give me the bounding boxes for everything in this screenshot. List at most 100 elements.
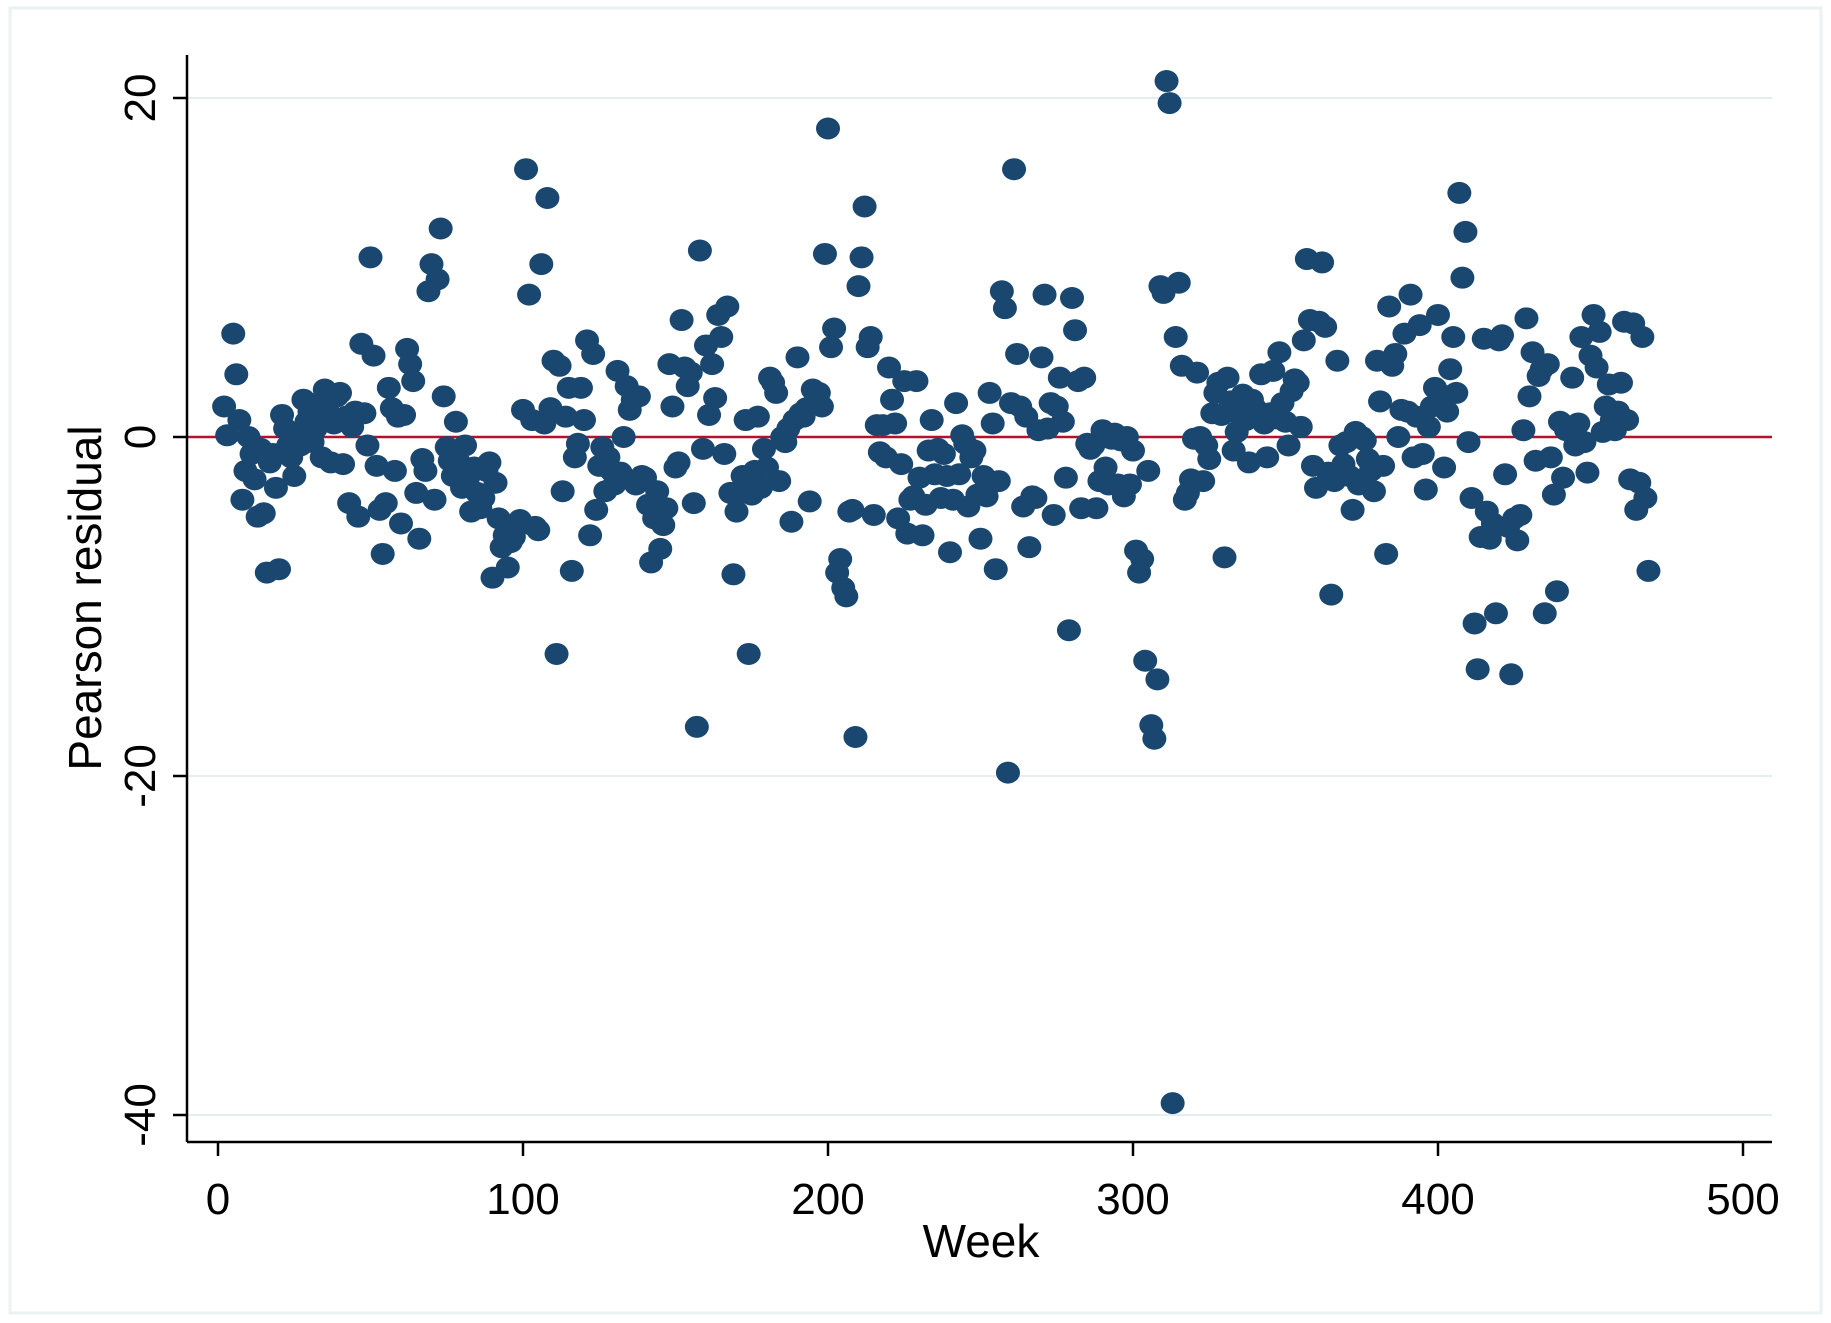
data-point: [1630, 325, 1655, 348]
gridlines: [187, 97, 1772, 1116]
data-point: [212, 395, 237, 418]
data-point: [398, 353, 423, 376]
data-point: [1157, 92, 1182, 115]
data-point: [1615, 409, 1640, 432]
data-point: [700, 353, 725, 376]
data-point: [1441, 325, 1466, 348]
data-point: [1633, 487, 1658, 510]
data-point: [1499, 663, 1524, 686]
data-point: [816, 117, 840, 140]
data-point: [1304, 476, 1328, 499]
data-point: [724, 500, 749, 523]
data-point: [654, 497, 679, 520]
data-point: [514, 158, 539, 181]
data-point: [1236, 451, 1261, 474]
data-point: [1002, 158, 1027, 181]
data-point: [443, 410, 468, 433]
data-point: [1093, 456, 1118, 479]
data-point: [745, 405, 770, 428]
data-point: [809, 395, 834, 418]
x-tick-label: 300: [1096, 1175, 1169, 1224]
chart-frame: [8, 6, 1823, 1315]
data-point: [1407, 314, 1432, 337]
data-point: [282, 464, 307, 487]
data-point: [1371, 454, 1396, 477]
data-point: [227, 409, 252, 432]
data-point: [422, 488, 447, 511]
data-point: [535, 187, 560, 210]
data-point: [1212, 546, 1237, 569]
data-point: [995, 761, 1020, 784]
data-point: [1544, 580, 1569, 603]
y-tick-label: -20: [116, 744, 165, 808]
data-point: [453, 434, 478, 457]
data-point: [1121, 439, 1145, 462]
data-point: [1575, 461, 1600, 484]
data-point: [904, 370, 929, 393]
data-point: [1368, 390, 1393, 413]
data-point: [846, 275, 871, 298]
data-point: [263, 476, 288, 499]
data-point: [669, 309, 694, 332]
data-point: [1084, 497, 1109, 520]
data-point: [559, 559, 584, 582]
y-tick-label: 0: [116, 425, 165, 449]
data-point: [1587, 320, 1612, 343]
data-point: [517, 283, 542, 306]
data-point: [822, 317, 847, 340]
data-point: [1197, 448, 1222, 471]
data-point: [1050, 410, 1075, 433]
data-point: [1453, 220, 1478, 243]
x-tick-label: 400: [1401, 1175, 1474, 1224]
data-point: [1310, 251, 1335, 274]
data-point: [495, 556, 520, 579]
data-point: [1426, 303, 1450, 326]
data-point: [483, 471, 508, 494]
data-point: [1438, 358, 1463, 381]
data-point: [1572, 431, 1597, 454]
data-point: [1276, 434, 1301, 457]
data-point: [919, 409, 944, 432]
data-points: [212, 70, 1661, 1115]
data-point: [861, 503, 886, 526]
data-point: [797, 490, 822, 513]
data-point: [1532, 602, 1557, 625]
data-point: [678, 361, 703, 384]
data-point: [370, 542, 395, 565]
data-point: [910, 524, 935, 547]
data-point: [486, 507, 511, 530]
data-point: [1493, 463, 1518, 486]
data-point: [1551, 466, 1576, 489]
data-point: [986, 470, 1011, 493]
data-point: [681, 492, 706, 515]
data-point: [1017, 536, 1042, 559]
data-point: [401, 370, 426, 393]
x-axis-title: Week: [923, 1215, 1041, 1267]
data-point: [581, 342, 606, 365]
data-point: [565, 432, 590, 455]
data-point: [611, 426, 636, 448]
data-point: [389, 512, 413, 535]
data-point: [1538, 446, 1563, 469]
data-point: [883, 412, 908, 435]
data-point: [544, 642, 569, 665]
data-point: [834, 585, 859, 608]
data-point: [721, 563, 746, 586]
data-point: [364, 454, 389, 477]
data-point: [413, 459, 438, 482]
data-point: [849, 246, 874, 269]
data-point: [471, 487, 496, 510]
data-point: [852, 195, 877, 218]
data-point: [1340, 498, 1365, 521]
data-point: [1136, 459, 1161, 482]
data-point: [1215, 366, 1240, 389]
data-point: [1444, 381, 1469, 404]
data-point: [526, 519, 551, 542]
data-point: [748, 476, 773, 499]
data-point: [1383, 342, 1408, 365]
data-point: [1560, 366, 1585, 389]
data-point: [989, 280, 1014, 303]
data-point: [361, 344, 386, 367]
data-point: [1142, 727, 1167, 750]
data-point: [1435, 400, 1460, 423]
